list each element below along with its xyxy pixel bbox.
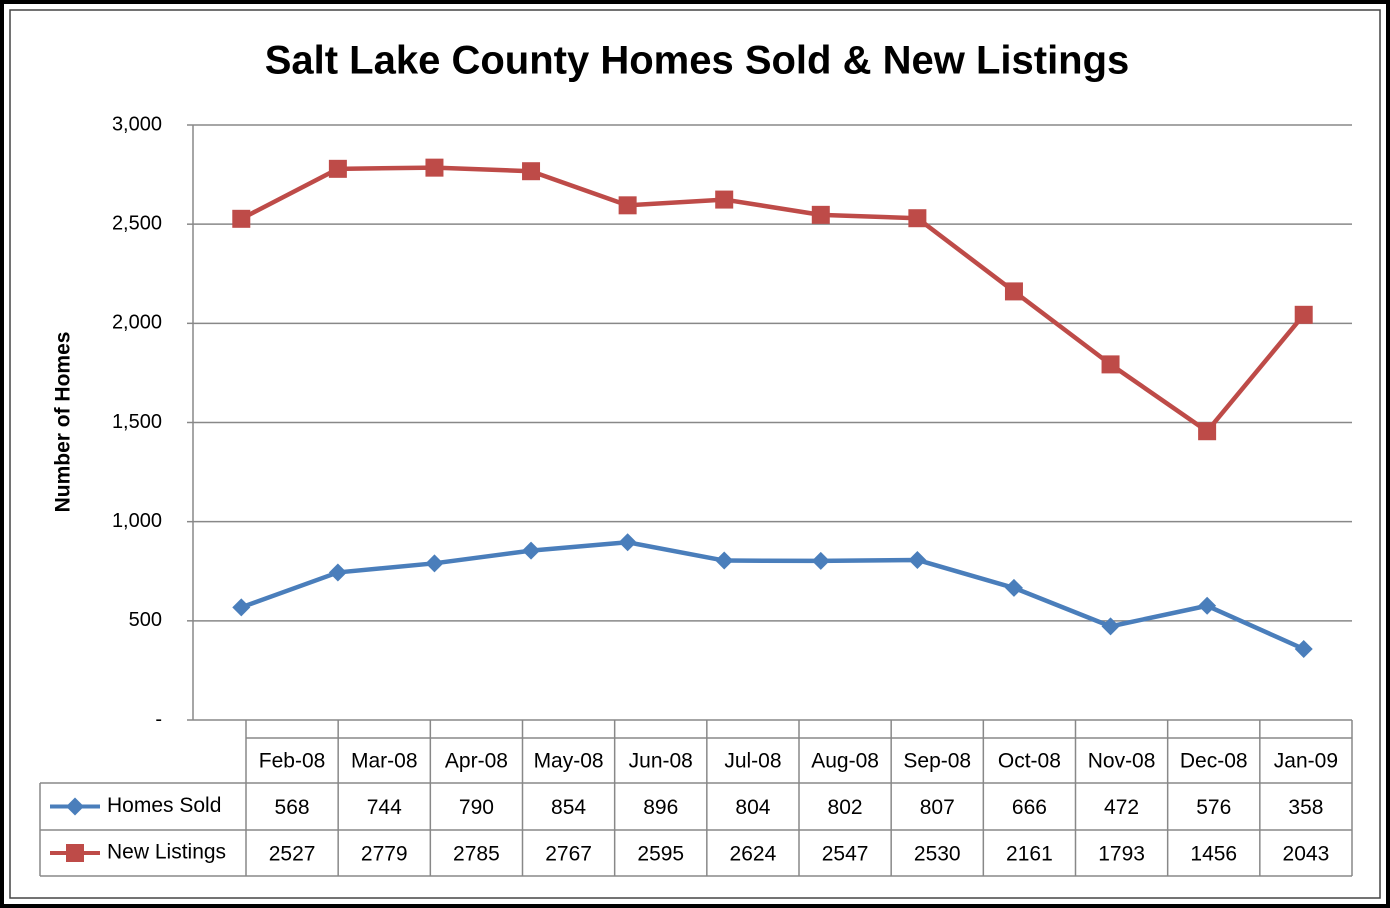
marker — [522, 541, 541, 560]
y-tick-label: 500 — [129, 609, 162, 631]
x-tick-label: Sep-08 — [903, 750, 971, 773]
marker — [811, 551, 830, 570]
table-value: 2595 — [637, 843, 684, 866]
marker — [1004, 578, 1023, 597]
table-value: 568 — [275, 796, 310, 819]
table-value: 804 — [735, 796, 770, 819]
x-tick-label: Aug-08 — [811, 750, 879, 773]
marker — [1101, 617, 1120, 636]
table-value: 358 — [1288, 796, 1323, 819]
x-tick-label: May-08 — [534, 750, 604, 773]
marker — [618, 196, 637, 215]
marker — [811, 205, 830, 224]
table-value: 744 — [367, 796, 402, 819]
table-value: 472 — [1104, 796, 1139, 819]
marker — [1294, 305, 1313, 324]
x-tick-label: Dec-08 — [1180, 750, 1248, 773]
table-value: 2785 — [453, 843, 500, 866]
marker — [66, 797, 84, 816]
y-tick-label: - — [155, 708, 162, 730]
x-tick-label: Nov-08 — [1088, 750, 1156, 773]
marker — [425, 158, 444, 177]
table-value: 576 — [1196, 796, 1231, 819]
x-tick-label: Apr-08 — [445, 750, 508, 773]
legend-label: Homes Sold — [107, 794, 221, 817]
x-tick-label: Jul-08 — [724, 750, 781, 773]
marker — [715, 190, 734, 209]
table-value: 807 — [920, 796, 955, 819]
marker — [328, 159, 347, 178]
y-tick-label: 3,000 — [112, 113, 162, 135]
x-tick-label: Jun-08 — [629, 750, 693, 773]
marker — [232, 209, 251, 228]
legend-label: New Listings — [107, 841, 226, 864]
table-value: 2547 — [822, 843, 869, 866]
table-value: 802 — [828, 796, 863, 819]
y-tick-label: 2,000 — [112, 312, 162, 334]
marker — [328, 563, 347, 582]
marker — [425, 554, 444, 573]
marker — [1198, 596, 1217, 615]
marker — [1294, 639, 1313, 658]
chart-title: Salt Lake County Homes Sold & New Listin… — [265, 39, 1130, 83]
y-tick-label: 1,000 — [112, 510, 162, 532]
table-value: 790 — [459, 796, 494, 819]
marker — [1198, 422, 1217, 441]
marker — [1101, 355, 1120, 374]
table-value: 2624 — [730, 843, 777, 866]
y-tick-label: 2,500 — [112, 212, 162, 234]
table-value: 2527 — [269, 843, 316, 866]
marker — [908, 209, 927, 228]
table-value: 666 — [1012, 796, 1047, 819]
marker — [908, 550, 927, 569]
x-tick-label: Jan-09 — [1274, 750, 1338, 773]
table-value: 2767 — [545, 843, 592, 866]
x-tick-label: Mar-08 — [351, 750, 418, 773]
table-value: 2779 — [361, 843, 408, 866]
table-value: 2043 — [1283, 843, 1330, 866]
marker — [232, 598, 251, 617]
table-value: 1793 — [1098, 843, 1145, 866]
table-value: 2161 — [1006, 843, 1053, 866]
table-value: 2530 — [914, 843, 961, 866]
marker — [522, 162, 541, 181]
y-axis-label: Number of Homes — [52, 332, 75, 513]
marker — [66, 844, 84, 862]
line — [240, 165, 1306, 434]
line — [240, 540, 1305, 652]
marker — [618, 533, 637, 552]
marker — [715, 551, 734, 570]
marker — [1004, 282, 1023, 301]
x-tick-label: Oct-08 — [998, 750, 1061, 773]
y-tick-label: 1,500 — [112, 411, 162, 433]
table-value: 896 — [643, 796, 678, 819]
x-tick-label: Feb-08 — [259, 750, 326, 773]
table-value: 854 — [551, 796, 586, 819]
chart-border — [9, 9, 1381, 899]
table-value: 1456 — [1190, 843, 1237, 866]
